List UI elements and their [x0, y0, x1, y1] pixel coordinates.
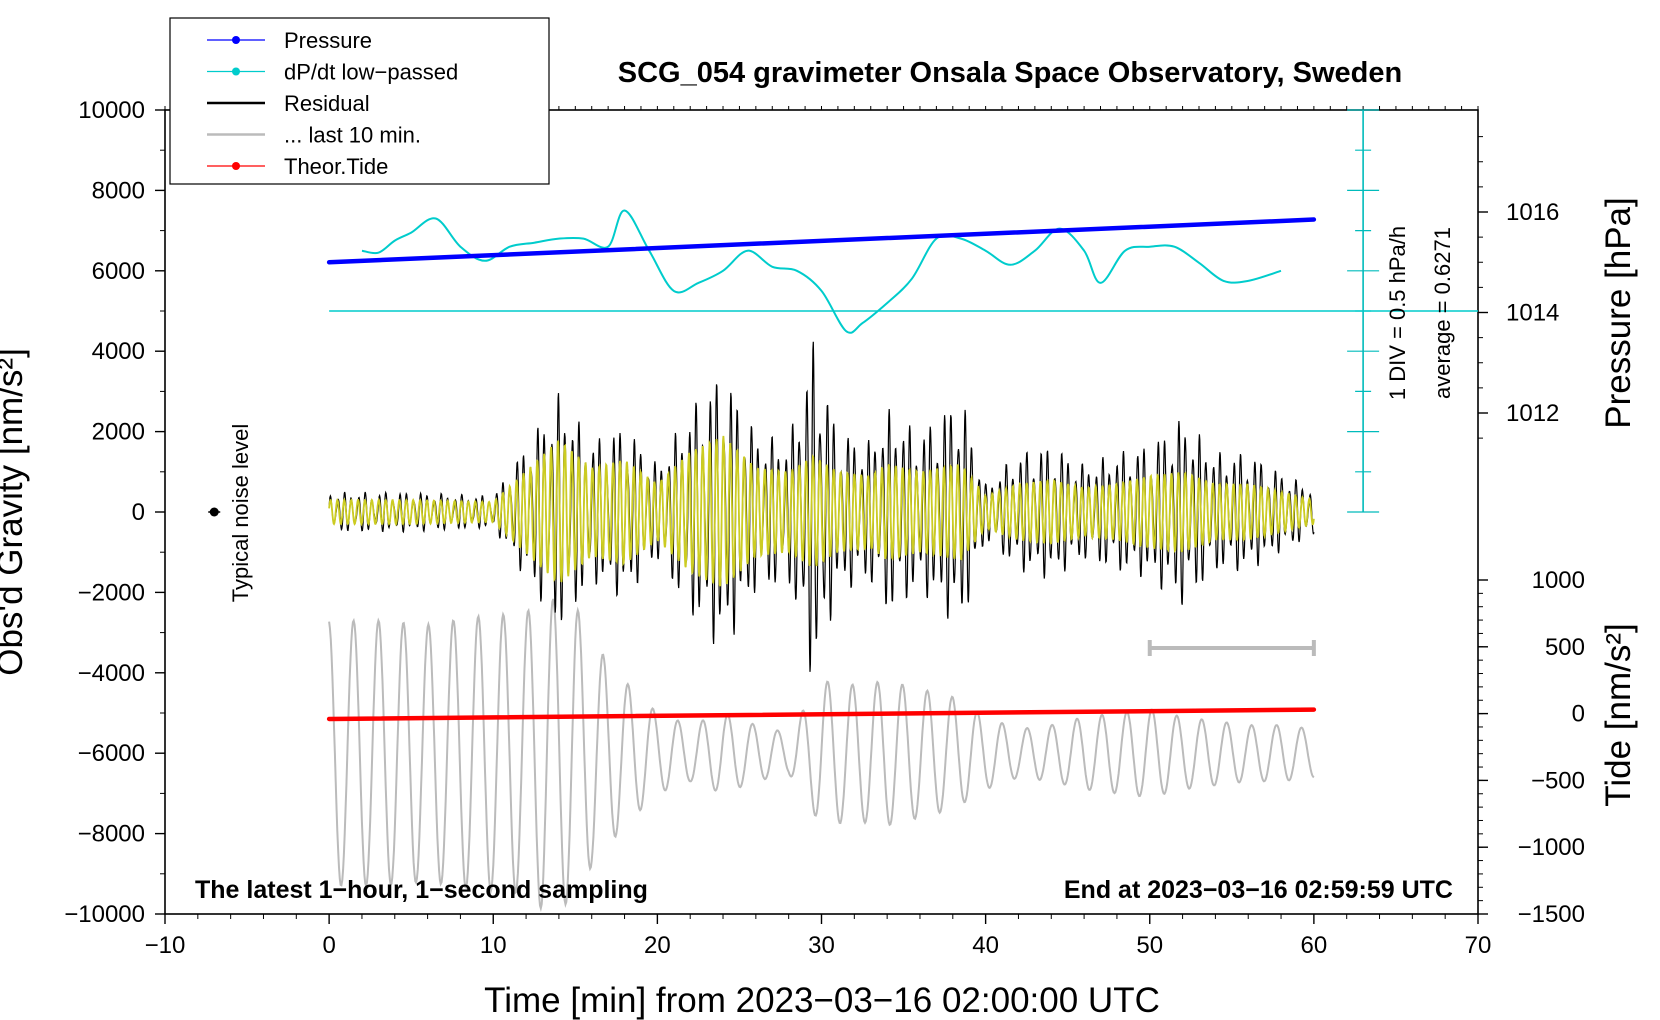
- legend-item: Theor.Tide: [207, 154, 388, 179]
- legend-item: ... last 10 min.: [207, 123, 421, 148]
- legend-swatch-dot: [232, 67, 240, 76]
- tide-tick-label: 1000: [1532, 567, 1585, 594]
- x-axis-label: Time [min] from 2023−03−16 02:00:00 UTC: [484, 981, 1160, 1020]
- x-tick-label: 0: [322, 932, 335, 959]
- legend-swatch-dot: [232, 162, 240, 170]
- pressure-series-line: [326, 217, 1317, 265]
- last10-series-line: [328, 598, 1315, 913]
- legend-item: dP/dt low−passed: [207, 60, 458, 85]
- noise-level-point: [209, 507, 219, 517]
- tide-tick-label: 0: [1572, 701, 1585, 728]
- y-tick-label: −4000: [78, 660, 145, 687]
- pressure-axis-label: Pressure [hPa]: [1599, 197, 1638, 429]
- x-tick-label: 40: [972, 932, 999, 959]
- x-tick-label: 60: [1301, 932, 1328, 959]
- y-tick-label: 6000: [92, 258, 145, 285]
- y-tick-label: 10000: [78, 97, 145, 124]
- legend-swatch-dot: [232, 36, 240, 44]
- legend-label: Pressure: [284, 28, 372, 53]
- legend-label: Residual: [284, 91, 370, 116]
- tide-axis-label: Tide [nm/s²]: [1599, 623, 1638, 806]
- bottom-left-note: The latest 1−hour, 1−second sampling: [195, 876, 648, 904]
- legend: Pressure dP/dt low−passed Residual ... last…: [169, 17, 550, 185]
- y-tick-label: 4000: [92, 338, 145, 365]
- y-tick-label: −8000: [78, 821, 145, 848]
- tide-tick-label: −1500: [1518, 901, 1585, 928]
- legend-item: Residual: [207, 91, 370, 116]
- y-tick-label: 8000: [92, 177, 145, 204]
- legend-label: dP/dt low−passed: [284, 60, 458, 85]
- legend-item: Pressure: [207, 28, 372, 53]
- tide-tick-label: 500: [1545, 634, 1585, 661]
- x-tick-label: 50: [1136, 932, 1163, 959]
- y-tick-label: 0: [132, 499, 145, 526]
- pressure-average-label: average = 0.6271: [1430, 227, 1455, 399]
- bottom-right-note: End at 2023−03−16 02:59:59 UTC: [1064, 876, 1453, 904]
- noise-level-label: Typical noise level: [228, 424, 253, 603]
- y-axis-label: Obs'd Gravity [nm/s²]: [0, 348, 30, 676]
- x-tick-label: 30: [808, 932, 835, 959]
- x-tick-label: 10: [480, 932, 507, 959]
- y-tick-label: 2000: [92, 419, 145, 446]
- x-tick-label: 70: [1465, 932, 1492, 959]
- x-tick-label: 20: [644, 932, 671, 959]
- y-axis-gravity: 10000 8000 6000 4000 2000 0 −2000 −4000 −6000 −80…: [64, 97, 165, 928]
- y-axis-tide: 1000 500 0 −500 −1000 −1500: [1478, 567, 1585, 928]
- y-axis-pressure: 1016 1014 1012: [1478, 136, 1559, 439]
- x-axis: −10 0 10 20 30 40 50 60 70: [145, 106, 1492, 959]
- legend-label: Theor.Tide: [284, 154, 388, 179]
- y-tick-label: −10000: [64, 901, 145, 928]
- pressure-tick-label: 1014: [1506, 300, 1559, 327]
- legend-box: [169, 17, 550, 185]
- chart-title: SCG_054 gravimeter Onsala Space Observat…: [618, 57, 1402, 89]
- residual-yellow-series-line: [328, 435, 1315, 587]
- y-tick-label: −2000: [78, 579, 145, 606]
- tide-tick-label: −500: [1531, 767, 1585, 794]
- tide-series-line: [326, 707, 1317, 722]
- pressure-tick-label: 1012: [1506, 400, 1559, 427]
- series-layer: [208, 209, 1317, 913]
- tide-tick-label: −1000: [1518, 834, 1585, 861]
- pressure-tick-label: 1016: [1506, 199, 1559, 226]
- dpdt-scale-axis: [329, 109, 1478, 513]
- legend-label: ... last 10 min.: [284, 123, 421, 148]
- pressure-scale-label: 1 DIV = 0.5 hPa/h: [1385, 226, 1410, 400]
- x-tick-label: −10: [145, 932, 186, 959]
- y-tick-label: −6000: [78, 740, 145, 767]
